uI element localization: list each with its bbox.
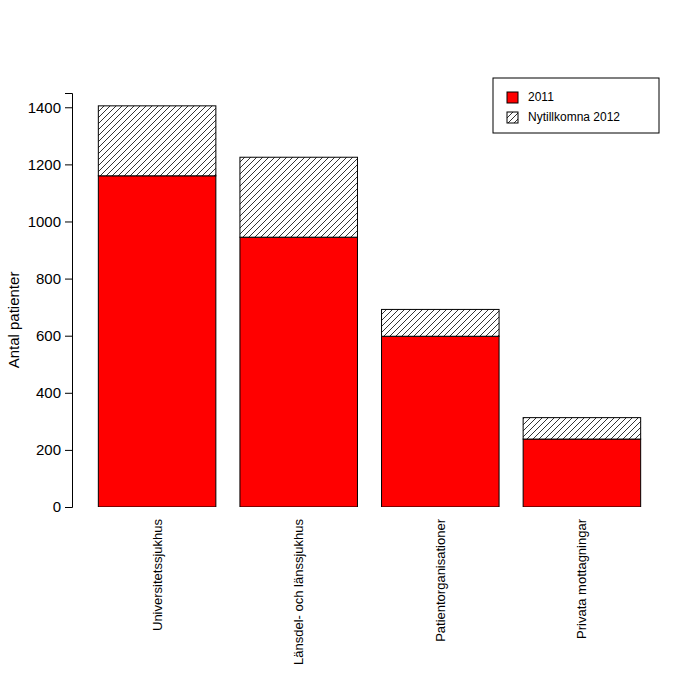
y-tick: 1000 (28, 213, 72, 230)
y-tick-mark (65, 107, 72, 108)
y-tick-label: 600 (36, 327, 61, 344)
y-tick-mark (65, 221, 72, 222)
bar-segment (382, 309, 500, 336)
y-tick-mark (65, 507, 72, 508)
y-tick-label: 1400 (28, 99, 61, 116)
y-tick-label: 800 (36, 270, 61, 287)
y-axis: 0 200 400 600 800 1000 1200 1400 (28, 94, 73, 516)
x-tick: Privata mottagningar (574, 518, 589, 639)
y-tick: 1200 (28, 156, 72, 173)
legend-swatch (507, 112, 518, 123)
bar-segment (382, 336, 500, 507)
x-tick-label: Privata mottagningar (574, 518, 589, 639)
bar-segment (523, 418, 641, 439)
y-axis-line (65, 94, 73, 508)
x-tick: Länsdel- och länssjukhus (291, 519, 306, 665)
bar-segment (98, 176, 216, 507)
y-tick-label: 400 (36, 384, 61, 401)
y-tick: 600 (36, 327, 72, 344)
y-tick-mark (65, 336, 72, 337)
y-tick-label: 1000 (28, 213, 61, 230)
y-tick: 1400 (28, 99, 72, 116)
legend-label: 2011 (528, 90, 554, 104)
bar-segment (240, 157, 358, 237)
y-tick-label: 200 (36, 441, 61, 458)
legend: 2011 Nytillkomna 2012 (493, 78, 659, 133)
x-axis: Universitetssjukhus Länsdel- och länssjuk… (150, 518, 590, 665)
bars (98, 106, 640, 507)
y-tick-label: 0 (53, 498, 61, 515)
y-axis-title: Antal patienter (5, 272, 22, 369)
y-tick-mark (65, 164, 72, 165)
legend-label: Nytillkomna 2012 (528, 110, 620, 124)
y-tick: 200 (36, 441, 72, 458)
chart-container: 0 200 400 600 800 1000 1200 1400 Universitetssju… (0, 0, 700, 700)
x-tick-label: Universitetssjukhus (150, 519, 165, 631)
y-tick: 800 (36, 270, 72, 287)
x-tick: Universitetssjukhus (150, 519, 165, 631)
bar-segment (523, 439, 641, 507)
legend-box (493, 78, 659, 133)
bar-segment (240, 237, 358, 507)
y-tick-label: 1200 (28, 156, 61, 173)
chart-svg: 0 200 400 600 800 1000 1200 1400 Universitetssju… (0, 0, 700, 700)
y-tick: 0 (53, 498, 72, 515)
y-tick-mark (65, 450, 72, 451)
y-tick: 400 (36, 384, 72, 401)
x-tick: Patientorganisationer (433, 518, 448, 642)
y-tick-mark (65, 279, 72, 280)
bar-segment (98, 106, 216, 176)
legend-swatch (507, 92, 518, 103)
x-tick-label: Patientorganisationer (433, 518, 448, 642)
x-tick-label: Länsdel- och länssjukhus (291, 519, 306, 665)
y-tick-mark (65, 393, 72, 394)
